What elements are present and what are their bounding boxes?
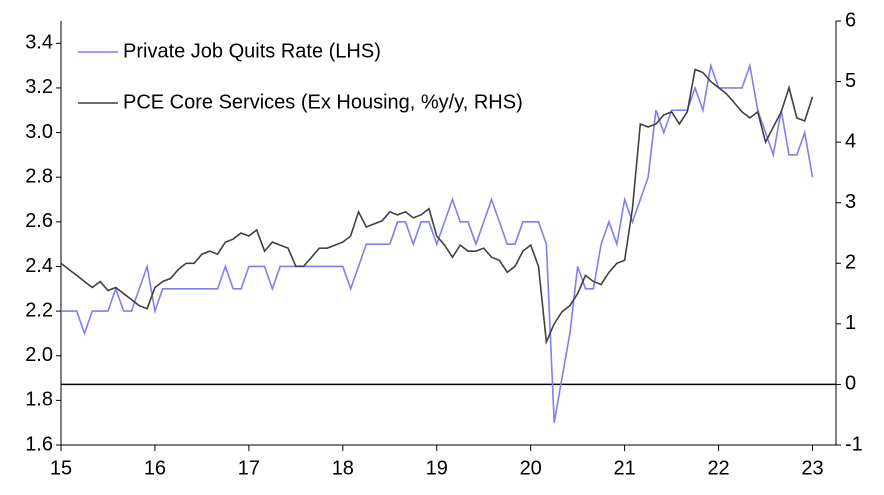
y-tick-label: 2.4	[25, 255, 53, 277]
y-tick-label: 3.0	[25, 121, 53, 143]
y-tick-label: 3.2	[25, 76, 53, 98]
x-tick-label: 19	[426, 457, 448, 479]
x-tick-label: 17	[238, 457, 260, 479]
y2-tick-label: 2	[845, 252, 856, 274]
y2-tick-label: -1	[845, 433, 863, 455]
legend-label: Private Job Quits Rate (LHS)	[123, 40, 381, 62]
legend-label: PCE Core Services (Ex Housing, %y/y, RHS…	[123, 91, 523, 113]
series-line	[60, 68, 814, 346]
y2-tick-label: 5	[845, 70, 856, 92]
x-tick-label: 22	[707, 457, 729, 479]
y-tick-label: 1.8	[25, 389, 53, 411]
x-tick-label: 15	[50, 457, 72, 479]
y-tick-label: 2.0	[25, 344, 53, 366]
y2-tick-label: 4	[845, 130, 856, 152]
y2-tick-label: 0	[845, 373, 856, 395]
x-tick-label: 23	[801, 457, 823, 479]
x-tick-label: 21	[614, 457, 636, 479]
y2-tick-label: 3	[845, 191, 856, 213]
y2-tick-label: 1	[845, 312, 856, 334]
y-tick-label: 2.6	[25, 210, 53, 232]
y-tick-label: 2.2	[25, 299, 53, 321]
y-tick-label: 3.4	[25, 32, 53, 54]
x-tick-label: 18	[332, 457, 354, 479]
y2-tick-label: 6	[845, 9, 856, 31]
x-tick-label: 16	[144, 457, 166, 479]
x-tick-label: 20	[520, 457, 542, 479]
y-tick-label: 2.8	[25, 165, 53, 187]
y-tick-label: 1.6	[25, 433, 53, 455]
series-line	[61, 62, 814, 423]
